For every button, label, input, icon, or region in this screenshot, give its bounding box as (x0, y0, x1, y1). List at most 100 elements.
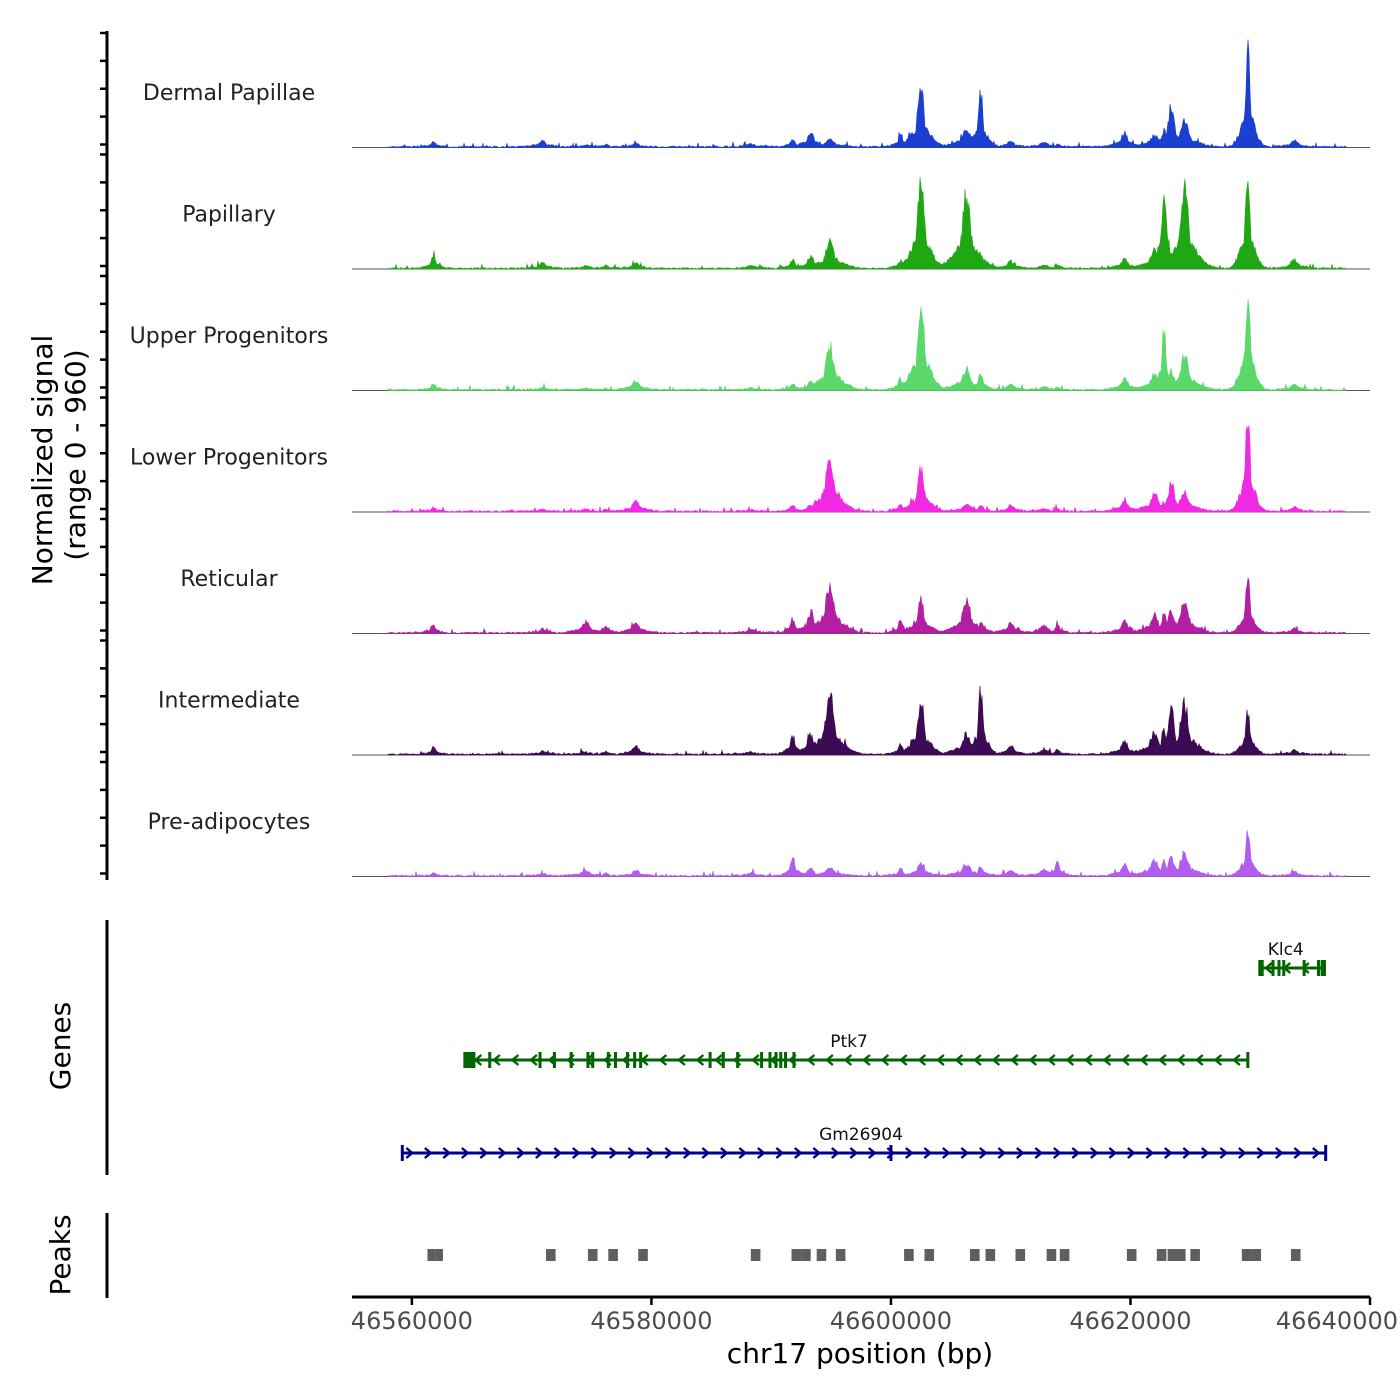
peak (750, 1249, 761, 1261)
strand-arrow (535, 1147, 544, 1159)
strand-arrow (935, 1054, 945, 1066)
x-tick-label: 46620000 (1069, 1307, 1191, 1335)
peak (1015, 1249, 1026, 1261)
track-reticular: Reticular (100, 517, 1370, 634)
strand-arrow (664, 1147, 674, 1159)
strand-arrow (461, 1147, 470, 1159)
strand-arrow (806, 1054, 816, 1066)
strand-arrow (516, 1147, 526, 1159)
strand-arrow (868, 1147, 877, 1159)
strand-arrow (491, 1054, 501, 1066)
peak (435, 1249, 444, 1261)
peak (1167, 1249, 1178, 1261)
strand-arrow (1219, 1147, 1229, 1159)
strand-arrow (720, 1147, 729, 1159)
exon (606, 1052, 610, 1068)
exon (613, 1052, 617, 1068)
strand-arrow (1120, 1054, 1130, 1066)
exon (760, 1052, 764, 1068)
peaks-track: Peaks (44, 1213, 1301, 1298)
peak (924, 1249, 935, 1261)
peak (1156, 1249, 1167, 1261)
peak (791, 1249, 802, 1261)
strand-arrow (713, 1054, 723, 1066)
peak (1190, 1249, 1200, 1261)
signal-area (387, 177, 1347, 270)
exon (792, 1052, 796, 1068)
exon (1282, 960, 1286, 976)
strand-arrow (1238, 1147, 1247, 1159)
peak (904, 1249, 914, 1261)
strand-arrow (701, 1147, 711, 1159)
strand-arrow (1275, 1147, 1284, 1159)
strand-arrow (553, 1147, 563, 1159)
exon (1324, 1145, 1328, 1161)
track-label: Reticular (180, 567, 278, 592)
strand-arrow (997, 1147, 1007, 1159)
exon (1322, 960, 1326, 976)
strand-arrow (528, 1054, 538, 1066)
strand-arrow (609, 1147, 618, 1159)
x-tick-label: 46640000 (1276, 1307, 1398, 1335)
peaks-track-title: Peaks (44, 1214, 77, 1295)
signal-area (387, 685, 1347, 756)
track-label: Pre-adipocytes (148, 810, 311, 835)
peak (587, 1249, 598, 1261)
strand-arrow (658, 1054, 668, 1066)
track-intermediate: Intermediate (100, 639, 1370, 756)
peak (985, 1249, 996, 1261)
exon (1302, 960, 1306, 976)
peak (427, 1249, 436, 1261)
strand-arrow (1090, 1147, 1099, 1159)
track-label: Upper Progenitors (130, 324, 329, 349)
peak (1126, 1249, 1137, 1261)
track-label: Papillary (182, 203, 276, 228)
exon (736, 1052, 740, 1068)
peak (835, 1249, 846, 1261)
gene-gm26904: Gm26904 (400, 1125, 1328, 1161)
track-label: Lower Progenitors (130, 446, 328, 471)
strand-arrow (1046, 1054, 1056, 1066)
coverage-tracks: Dermal Papillae Papillary Upper Progenitor… (100, 31, 1370, 880)
strand-arrow (1263, 962, 1273, 974)
strand-arrow (942, 1147, 951, 1159)
exon (784, 1052, 788, 1068)
exon (1246, 1052, 1250, 1068)
strand-arrow (1145, 1147, 1155, 1159)
exon (1258, 960, 1262, 976)
strand-arrow (424, 1147, 433, 1159)
strand-arrow (405, 1147, 415, 1159)
peak (801, 1249, 811, 1261)
peak (1241, 1249, 1252, 1261)
peak (1290, 1249, 1301, 1261)
strand-arrow (1139, 1054, 1149, 1066)
x-axis-title: chr17 position (bp) (727, 1337, 993, 1370)
exon (400, 1145, 404, 1161)
strand-arrow (1182, 1147, 1192, 1159)
strand-arrow (1016, 1147, 1025, 1159)
strand-arrow (584, 1054, 594, 1066)
strand-arrow (1053, 1147, 1062, 1159)
strand-arrow (1256, 1147, 1266, 1159)
track-dermal-papillae: Dermal Papillae (100, 31, 1370, 149)
exon (708, 1052, 712, 1068)
track-lower-progenitors: Lower Progenitors (100, 396, 1370, 513)
strand-arrow (676, 1054, 686, 1066)
peak (638, 1249, 648, 1261)
exon (639, 1052, 643, 1068)
gene-label: Klc4 (1268, 940, 1304, 960)
y-axis-title: Normalized signal (26, 335, 59, 586)
exon (633, 1052, 637, 1068)
exon (552, 1052, 556, 1068)
strand-arrow (1231, 1054, 1241, 1066)
exon (1317, 960, 1321, 976)
peak (816, 1249, 827, 1261)
strand-arrow (738, 1147, 748, 1159)
x-tick-label: 46600000 (830, 1307, 952, 1335)
genes-track-title: Genes (44, 1002, 77, 1090)
exon (586, 1052, 590, 1068)
strand-arrow (954, 1054, 964, 1066)
strand-arrow (979, 1147, 988, 1159)
strand-arrow (1034, 1147, 1044, 1159)
strand-arrow (1009, 1054, 1019, 1066)
